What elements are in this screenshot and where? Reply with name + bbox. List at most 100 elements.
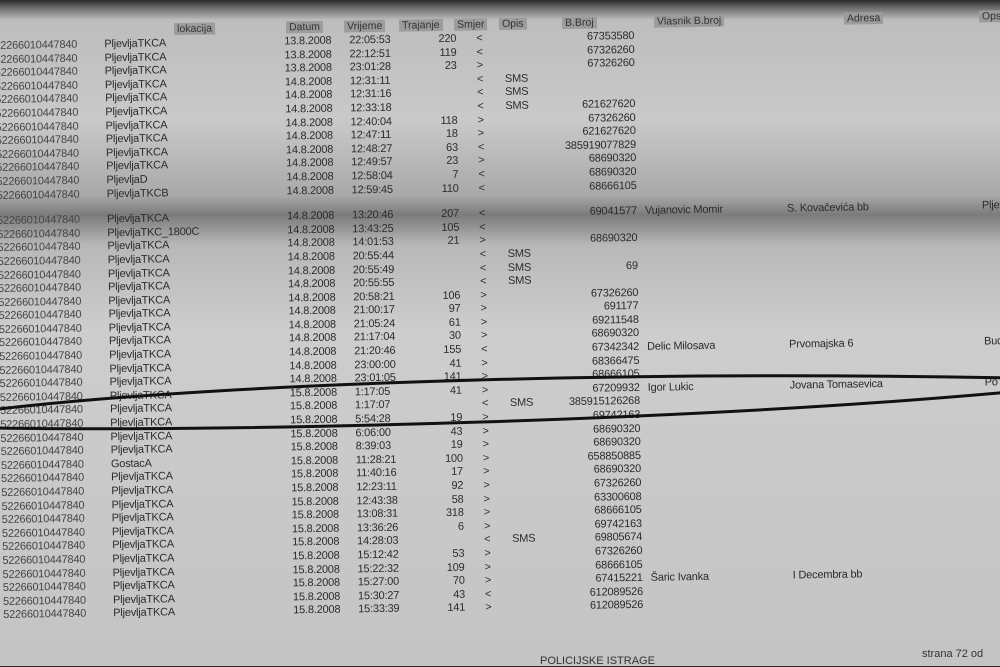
- location-cell: PljevljaTKCA: [110, 416, 173, 430]
- duration-cell: 141: [443, 370, 462, 384]
- duration-cell: 43: [453, 588, 466, 601]
- opis-cell: SMS: [505, 85, 529, 99]
- direction-cell: <: [481, 343, 488, 356]
- duration-cell: 119: [439, 46, 457, 59]
- duration-cell: 61: [448, 316, 461, 329]
- time-cell: 23:00:00: [354, 358, 396, 372]
- date-cell: 14.8.2008: [289, 359, 337, 373]
- caller-id-cell: 52266010447840: [1, 512, 85, 527]
- duration-cell: [425, 87, 457, 88]
- duration-cell: [425, 101, 457, 102]
- location-cell: PljevljaTKCA: [111, 470, 173, 484]
- caller-id-cell: 52266010447840: [2, 553, 86, 567]
- location-cell: PljevljaTKCA: [108, 334, 171, 348]
- direction-cell: >: [477, 113, 484, 126]
- time-cell: 11:40:16: [355, 467, 397, 480]
- duration-cell: [428, 249, 460, 250]
- date-cell: 15.8.2008: [290, 468, 339, 481]
- b-number-cell: 67326260: [594, 544, 643, 558]
- page-number: strana 72 od: [922, 648, 984, 660]
- b-number-cell: 385919077829: [564, 138, 637, 152]
- time-cell: 15:27:00: [357, 575, 400, 589]
- duration-cell: 6: [457, 520, 465, 533]
- duration-cell: [432, 534, 464, 535]
- time-cell: 20:55:55: [352, 276, 395, 290]
- time-cell: 1:17:07: [354, 399, 391, 412]
- duration-cell: 17: [451, 466, 464, 479]
- caller-id-cell: 52266010447840: [2, 580, 86, 595]
- direction-cell: >: [479, 234, 486, 247]
- location-cell: PljevljaTKCA: [104, 78, 167, 92]
- direction-cell: >: [484, 574, 492, 587]
- b-number-cell: 67326260: [588, 111, 636, 125]
- b-number-cell: 68666105: [592, 368, 640, 381]
- direction-cell: >: [482, 411, 489, 424]
- caller-id-cell: 52266010447840: [0, 147, 79, 161]
- opis-cell: SMS: [507, 274, 532, 288]
- time-cell: 15:22:32: [357, 562, 399, 575]
- city-cell: Po: [984, 376, 998, 389]
- direction-cell: >: [480, 316, 488, 329]
- time-cell: 13:36:26: [356, 521, 399, 535]
- location-cell: PljevljaTKCA: [105, 118, 168, 132]
- location-cell: PljevljaTKCA: [108, 293, 171, 307]
- b-number-cell: 68690320: [592, 422, 641, 436]
- date-cell: 14.8.2008: [286, 184, 334, 197]
- location-cell: PljevljaD: [106, 173, 148, 187]
- date-cell: 14.8.2008: [288, 318, 336, 332]
- b-number-cell: 691177: [603, 300, 639, 313]
- opis-cell: SMS: [504, 72, 529, 85]
- address-cell: Jovana Tomasevica: [789, 377, 883, 392]
- location-cell: PljevljaTKCA: [113, 606, 176, 620]
- header-city: Opstina: [978, 9, 1000, 23]
- direction-cell: >: [476, 59, 484, 72]
- duration-cell: 141: [447, 602, 466, 615]
- caller-id-cell: 52266010447840: [0, 308, 82, 323]
- date-cell: 15.8.2008: [293, 603, 341, 617]
- header-date: Datum: [285, 20, 324, 34]
- caller-id-cell: 52266010447840: [3, 607, 87, 622]
- location-cell: PljevljaTKCA: [108, 307, 171, 321]
- b-number-cell: 68666105: [589, 179, 637, 193]
- direction-cell: >: [480, 302, 487, 315]
- date-cell: 15.8.2008: [292, 576, 341, 590]
- b-number-cell: 68666105: [594, 504, 642, 517]
- duration-cell: 19: [450, 411, 463, 424]
- time-cell: 12:40:04: [350, 115, 392, 128]
- date-cell: 14.8.2008: [287, 236, 335, 250]
- b-number-cell: 612089526: [589, 599, 644, 613]
- duration-cell: 106: [442, 289, 461, 302]
- time-cell: 5:54:28: [355, 412, 391, 426]
- b-number-cell: 658850885: [587, 449, 641, 463]
- caller-id-cell: 52266010447840: [0, 336, 82, 350]
- caller-id-cell: 52266010447840: [0, 390, 83, 404]
- caller-id-cell: 52266010447840: [0, 38, 78, 52]
- header-number: B.Broj: [561, 16, 597, 30]
- duration-cell: 97: [448, 302, 461, 316]
- location-cell: PljevljaTKCA: [105, 146, 168, 160]
- caller-id-cell: 52266010447840: [0, 417, 84, 431]
- caller-id-cell: 52266010447840: [0, 227, 81, 241]
- time-cell: 12:48:27: [350, 142, 393, 156]
- time-cell: 13:08:31: [356, 507, 399, 521]
- duration-cell: 110: [441, 182, 459, 195]
- b-number-cell: 67326260: [587, 57, 635, 70]
- caller-id-cell: 52266010447840: [0, 322, 82, 336]
- address-cell: Prvomajska 6: [789, 337, 854, 351]
- direction-cell: >: [480, 329, 488, 342]
- duration-cell: 220: [438, 32, 457, 46]
- header-time: Vrijeme: [343, 19, 386, 33]
- time-cell: 21:20:46: [354, 344, 396, 358]
- direction-cell: <: [477, 100, 484, 113]
- date-cell: 14.8.2008: [288, 332, 337, 345]
- direction-cell: >: [482, 438, 489, 451]
- time-cell: 12:23:11: [356, 480, 397, 494]
- location-cell: PljevljaTKCA: [109, 375, 172, 389]
- caller-id-cell: 52266010447840: [1, 526, 85, 540]
- time-cell: 11:28:21: [355, 453, 397, 467]
- location-cell: PljevljaTKCA: [104, 50, 167, 64]
- date-cell: 15.8.2008: [290, 413, 338, 427]
- location-cell: GostacA: [110, 457, 152, 471]
- b-number-cell: 68690320: [591, 327, 640, 341]
- duration-cell: 19: [450, 438, 463, 452]
